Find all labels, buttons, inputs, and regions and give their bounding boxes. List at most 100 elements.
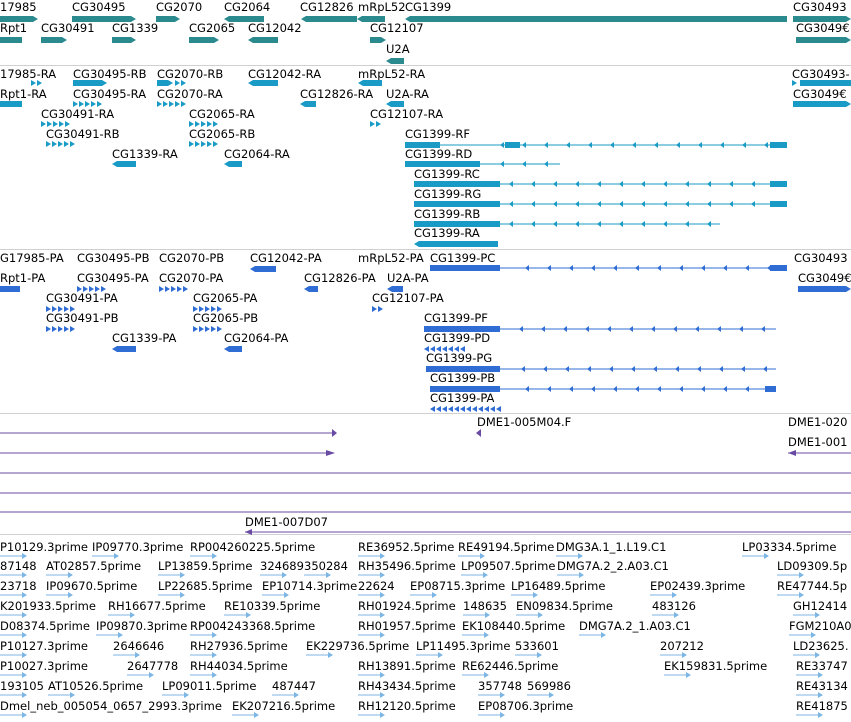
est-label[interactable]: 2647778 [127, 659, 179, 673]
gene-label[interactable]: CG12107 [370, 21, 424, 35]
est-label[interactable]: IP09770.3prime [92, 540, 184, 554]
est-label[interactable]: RE41875 [796, 699, 848, 713]
transcript-label[interactable]: CG2070-RB [157, 67, 224, 81]
transcript-glyph[interactable] [169, 101, 174, 107]
est-glyph[interactable] [533, 592, 538, 598]
protein-glyph-arrow[interactable] [521, 366, 525, 372]
transcript-glyph[interactable] [195, 141, 200, 147]
protein-glyph-arrow[interactable] [767, 265, 771, 271]
transcript-glyph-arrow[interactable] [553, 201, 557, 207]
transcript-glyph[interactable] [64, 141, 69, 147]
est-label[interactable]: P10127.3prime [0, 639, 88, 653]
est-label[interactable]: LP09507.5prime [461, 559, 556, 573]
protein-glyph[interactable] [171, 286, 176, 292]
transcript-glyph-exon[interactable] [414, 181, 500, 187]
protein-glyph-exon[interactable] [770, 265, 787, 271]
transcript-label[interactable]: CG1339-RA [112, 147, 178, 161]
transcript-glyph-arrow[interactable] [707, 181, 711, 187]
protein-glyph[interactable] [58, 306, 63, 312]
est-label[interactable]: K201933.5prime [0, 599, 96, 613]
est-glyph[interactable] [484, 632, 489, 638]
est-label[interactable]: RE62446.5prime [462, 659, 559, 673]
est-glyph[interactable] [672, 592, 677, 598]
transcript-label[interactable]: Rpt1-RA [0, 87, 47, 101]
clone-label[interactable]: DME1-005M04.F [477, 415, 572, 429]
est-label[interactable]: IP09670.5prime [46, 579, 138, 593]
est-label[interactable]: 193105 [0, 679, 44, 693]
transcript-glyph[interactable] [46, 141, 51, 147]
est-label[interactable]: RH01957.5prime [358, 619, 456, 633]
protein-glyph[interactable] [193, 326, 198, 332]
protein-glyph[interactable] [454, 406, 459, 412]
transcript-glyph-arrow[interactable] [553, 221, 557, 227]
protein-glyph[interactable] [46, 326, 51, 332]
transcript-glyph[interactable] [85, 101, 90, 107]
transcript-glyph[interactable] [386, 101, 404, 107]
transcript-glyph[interactable] [175, 80, 180, 86]
protein-glyph-arrow[interactable] [657, 386, 661, 392]
protein-glyph-arrow[interactable] [547, 265, 551, 271]
est-glyph[interactable] [294, 692, 299, 698]
protein-label[interactable]: CG2070-PB [159, 251, 225, 265]
protein-glyph-arrow[interactable] [635, 386, 639, 392]
protein-label[interactable]: Rpt1-PA [0, 271, 46, 285]
transcript-glyph[interactable] [97, 101, 102, 107]
est-label[interactable]: RH01924.5prime [358, 599, 456, 613]
transcript-glyph-arrow[interactable] [531, 201, 535, 207]
protein-glyph[interactable] [454, 346, 459, 352]
est-glyph[interactable] [432, 592, 437, 598]
est-label[interactable]: RE43134 [796, 679, 848, 693]
est-glyph[interactable] [282, 572, 287, 578]
est-glyph[interactable] [799, 572, 804, 578]
protein-glyph-arrow[interactable] [701, 386, 705, 392]
transcript-glyph-arrow[interactable] [509, 181, 513, 187]
protein-label[interactable]: CG2064-PA [224, 331, 289, 345]
gene-label[interactable]: CG12042 [248, 21, 302, 35]
est-label[interactable]: 324689 [260, 559, 304, 573]
transcript-glyph[interactable] [213, 141, 218, 147]
protein-glyph[interactable] [70, 306, 75, 312]
transcript-label[interactable]: CG1399-RD [405, 147, 473, 161]
protein-glyph[interactable] [58, 326, 63, 332]
protein-label[interactable]: CG2065-PB [193, 311, 259, 325]
transcript-glyph[interactable] [91, 101, 96, 107]
protein-glyph[interactable] [442, 346, 447, 352]
gene-glyph[interactable] [224, 16, 264, 22]
protein-label[interactable]: CG2065-PA [193, 291, 258, 305]
clone-glyph[interactable] [476, 429, 481, 437]
transcript-glyph-arrow[interactable] [663, 221, 667, 227]
clone-label[interactable]: DME1-020 [788, 415, 848, 429]
gene-label[interactable]: CG2064 [224, 0, 271, 14]
transcript-glyph[interactable] [376, 121, 381, 127]
protein-glyph-arrow[interactable] [541, 326, 545, 332]
est-glyph[interactable] [22, 652, 27, 658]
est-label[interactable]: DMG7A.2_1.A03.C1 [579, 619, 691, 633]
gene-label[interactable]: CG30495 [72, 0, 126, 14]
est-glyph[interactable] [799, 592, 804, 598]
protein-glyph-arrow[interactable] [525, 265, 529, 271]
gene-glyph[interactable] [405, 16, 787, 22]
transcript-glyph-arrow[interactable] [663, 201, 667, 207]
transcript-glyph[interactable] [175, 101, 180, 107]
protein-glyph-arrow[interactable] [591, 386, 595, 392]
transcript-glyph-arrow[interactable] [685, 221, 689, 227]
transcript-label[interactable]: CG2070-RA [157, 87, 223, 101]
protein-glyph[interactable] [95, 286, 100, 292]
protein-glyph-arrow[interactable] [613, 386, 617, 392]
est-glyph[interactable] [212, 632, 217, 638]
protein-glyph[interactable] [52, 326, 57, 332]
est-glyph[interactable] [22, 553, 27, 559]
transcript-glyph[interactable] [53, 121, 58, 127]
transcript-glyph-arrow[interactable] [575, 201, 579, 207]
protein-glyph[interactable] [466, 406, 471, 412]
transcript-glyph-exon[interactable] [770, 142, 787, 148]
gene-glyph[interactable] [72, 16, 136, 22]
est-label[interactable]: IP09870.3prime [96, 619, 188, 633]
protein-glyph[interactable] [165, 286, 170, 292]
transcript-glyph[interactable] [370, 121, 375, 127]
est-label[interactable]: P10027.3prime [0, 659, 88, 673]
transcript-glyph[interactable] [224, 161, 242, 167]
protein-glyph-arrow[interactable] [587, 366, 591, 372]
transcript-glyph-arrow[interactable] [641, 201, 645, 207]
transcript-glyph[interactable] [358, 80, 382, 86]
